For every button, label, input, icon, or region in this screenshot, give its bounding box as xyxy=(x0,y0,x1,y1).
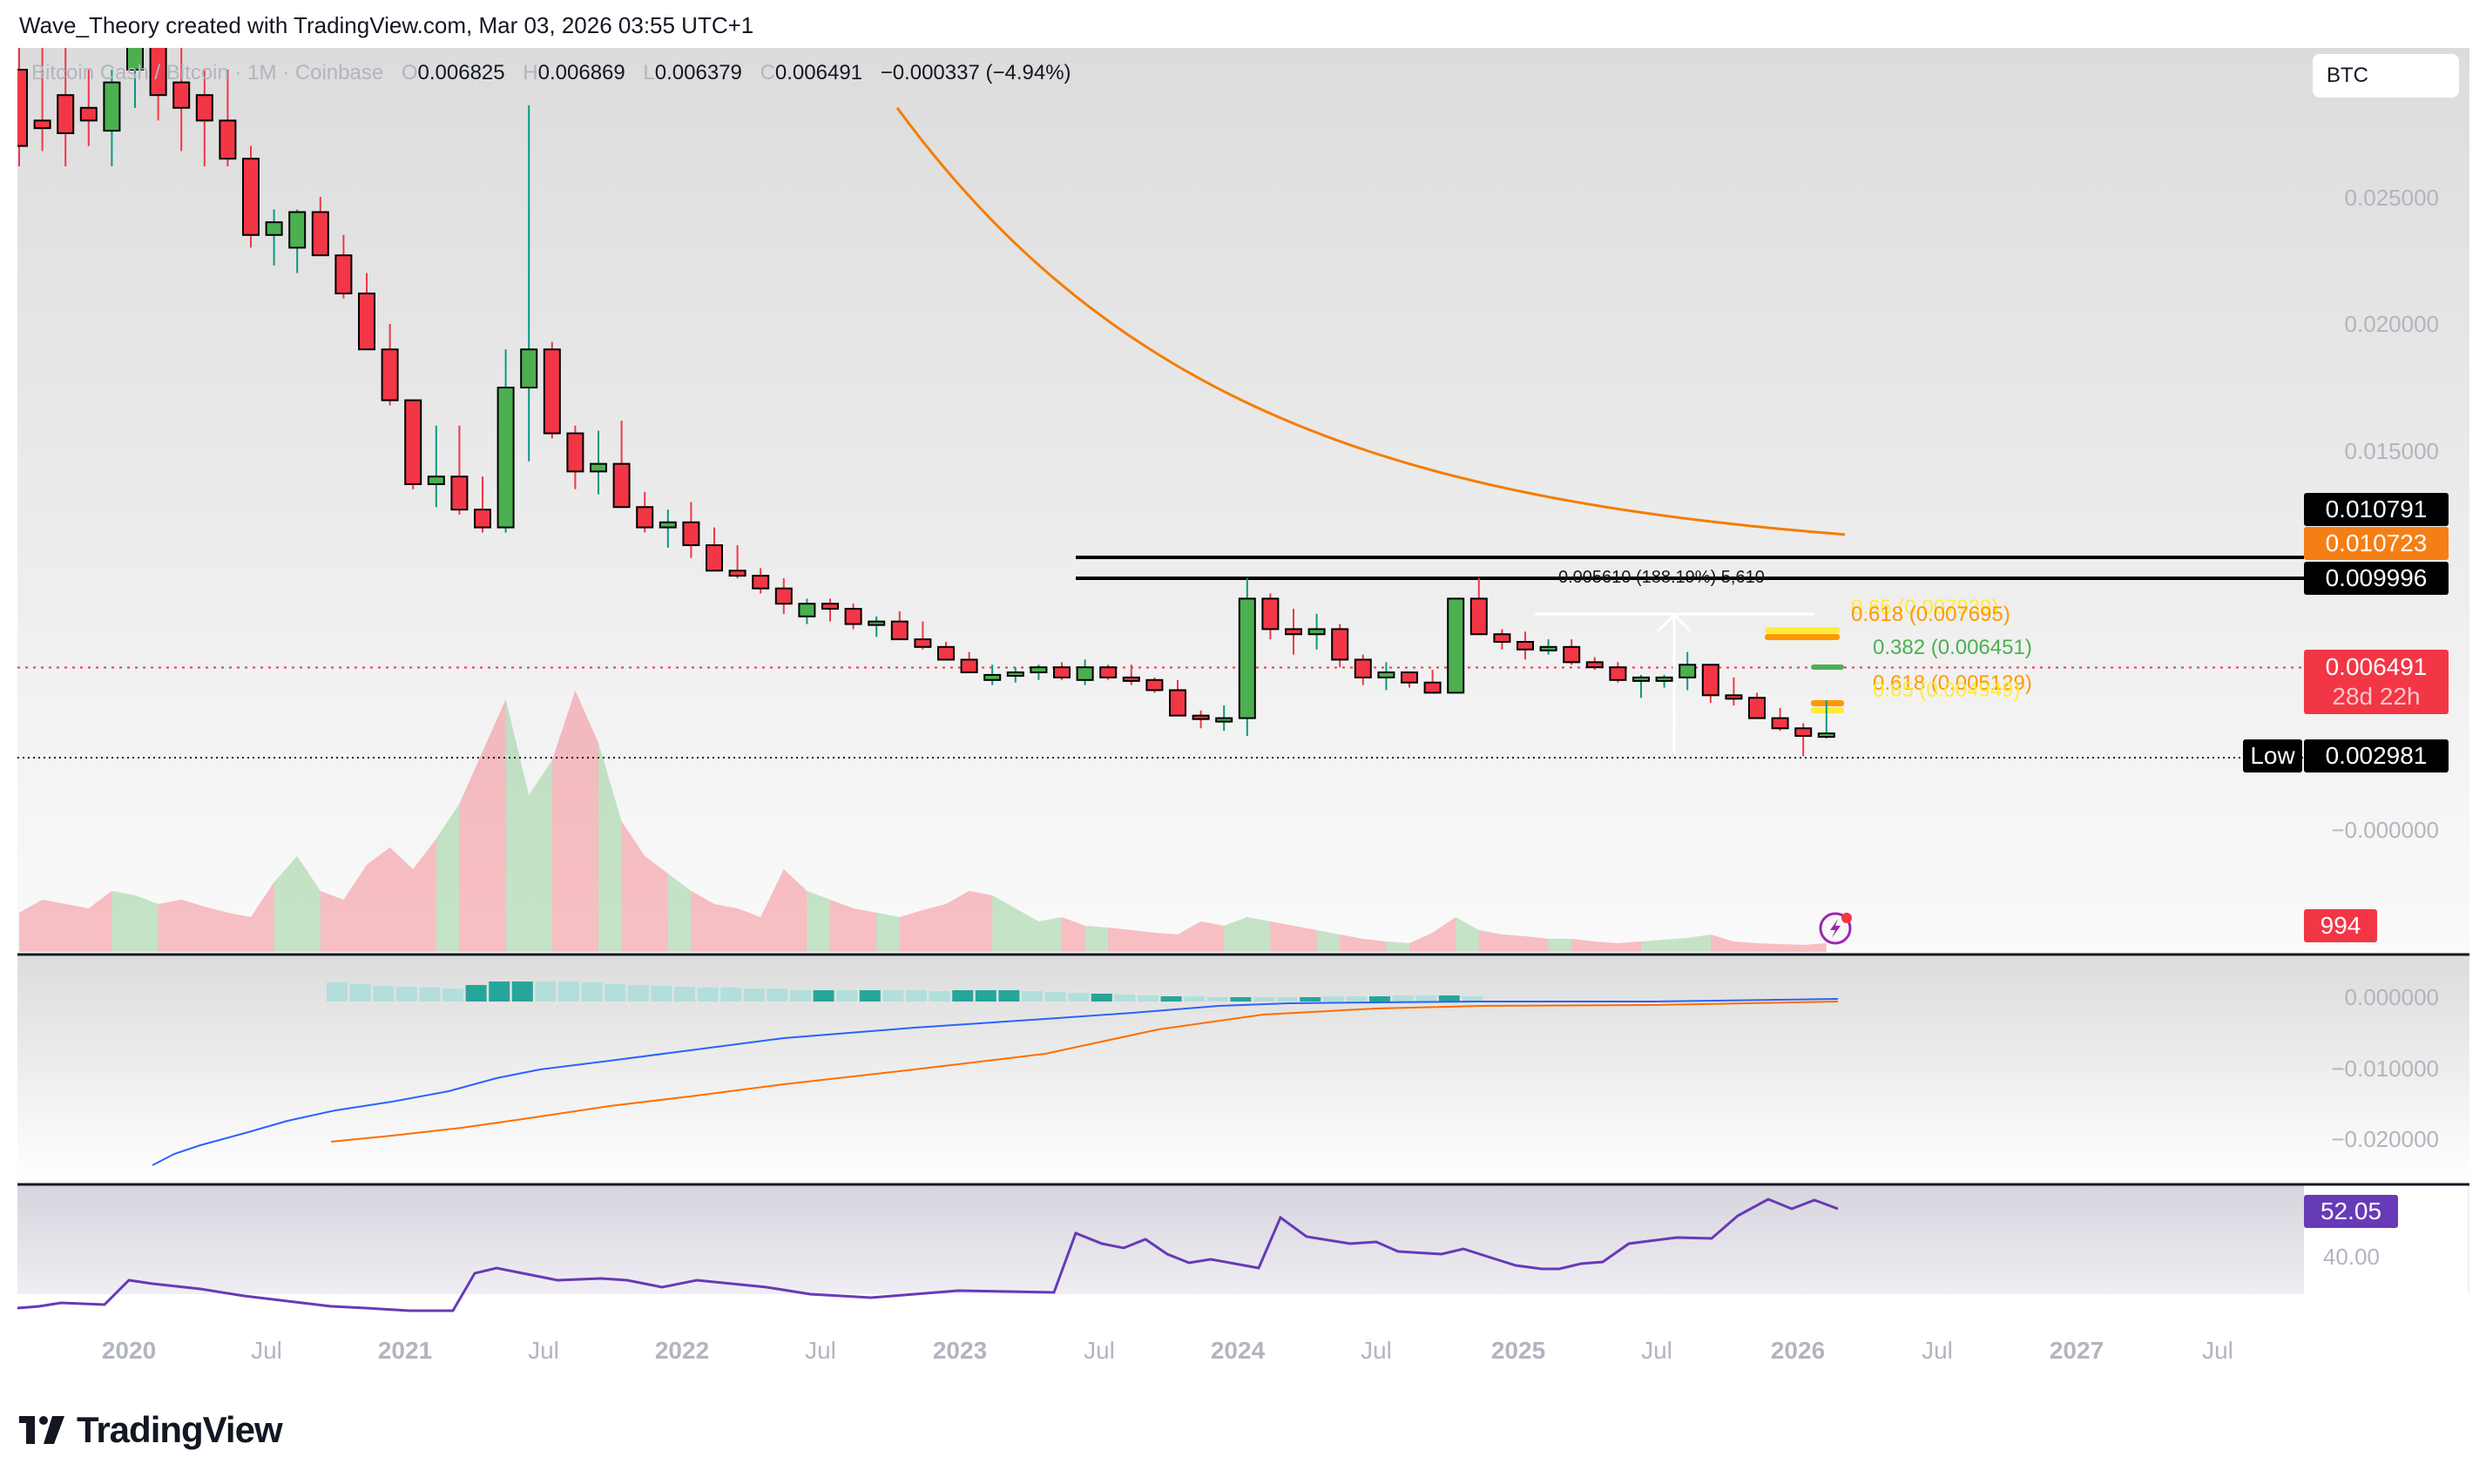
logo-text: TradingView xyxy=(77,1409,283,1450)
time-axis-label: Jul xyxy=(1641,1337,1672,1364)
level-high-tag: 0.010791 xyxy=(2304,493,2449,526)
fib-label-upper-065: 0.65 (0.007939) xyxy=(1851,596,1999,619)
time-axis-label: 2022 xyxy=(654,1337,710,1364)
rsi-axis-label: 40.00 xyxy=(2322,1244,2380,1270)
price-axis-label: 0.015000 xyxy=(2344,438,2439,464)
macd-axis-label: −0.010000 xyxy=(2331,1056,2439,1082)
fib-label-0382: 0.382 (0.006451) xyxy=(1873,636,2032,659)
currency-selector[interactable]: BTC xyxy=(2313,54,2459,98)
last-price-tag: 0.006491 28d 22h xyxy=(2304,650,2449,714)
symbol-name[interactable]: Bitcoin Cash / Bitcoin · 1M · Coinbase xyxy=(31,61,384,84)
tradingview-logo[interactable]: TradingView xyxy=(19,1409,283,1451)
low-value: 0.006379 xyxy=(654,61,742,84)
open-value: 0.006825 xyxy=(417,61,505,84)
rsi-value-tag: 52.05 xyxy=(2304,1195,2398,1228)
time-axis-label: Jul xyxy=(251,1337,282,1364)
time-axis-label: Jul xyxy=(1922,1337,1953,1364)
time-axis-label: 2023 xyxy=(932,1337,988,1364)
level-low-tag: 0.009996 xyxy=(2304,562,2449,595)
high-value: 0.006869 xyxy=(537,61,625,84)
fib-label-lower-065: 0.65 (0.004949) xyxy=(1873,678,2021,702)
time-axis-label: Jul xyxy=(1361,1337,1392,1364)
lightning-alert-icon[interactable] xyxy=(1818,911,1853,946)
time-axis-label: 2025 xyxy=(1490,1337,1546,1364)
price-axis-label: −0.000000 xyxy=(2331,817,2439,843)
price-axis-label: 0.020000 xyxy=(2344,311,2439,337)
last-price-value: 0.006491 xyxy=(2325,653,2428,680)
close-value: 0.006491 xyxy=(774,61,863,84)
symbol-legend: Bitcoin Cash / Bitcoin · 1M · Coinbase O… xyxy=(31,61,1071,84)
time-axis-label: Jul xyxy=(805,1337,836,1364)
ema-tag: 0.010723 xyxy=(2304,527,2449,560)
bar-countdown: 28d 22h xyxy=(2332,683,2421,710)
time-axis-label: 2027 xyxy=(2049,1337,2104,1364)
volume-tag: 994 xyxy=(2304,909,2377,942)
fib-label-lower-0618: 0.618 (0.005129) xyxy=(1873,671,2032,695)
change-value: −0.000337 (−4.94%) xyxy=(880,61,1071,84)
time-axis-label: Jul xyxy=(528,1337,559,1364)
time-axis-label: 2021 xyxy=(377,1337,433,1364)
macd-axis-label: 0.000000 xyxy=(2344,984,2439,1010)
low-label-tag: Low xyxy=(2243,739,2302,772)
time-axis-label: Jul xyxy=(2202,1337,2233,1364)
time-axis-label: 2020 xyxy=(101,1337,157,1364)
low-value-tag: 0.002981 xyxy=(2304,739,2449,772)
tradingview-logo-icon xyxy=(19,1416,64,1444)
time-axis-label: 2026 xyxy=(1770,1337,1826,1364)
chart-attribution: Wave_Theory created with TradingView.com… xyxy=(19,12,754,38)
time-axis-label: Jul xyxy=(1084,1337,1115,1364)
fib-label-upper-0618: 0.618 (0.007695) xyxy=(1851,603,2010,626)
macd-axis-label: −0.020000 xyxy=(2331,1126,2439,1152)
price-axis-label: 0.025000 xyxy=(2344,185,2439,211)
time-axis-label: 2024 xyxy=(1210,1337,1266,1364)
price-range-measure-label: 0.005610 (188.19%) 5,610 xyxy=(1558,568,1765,587)
